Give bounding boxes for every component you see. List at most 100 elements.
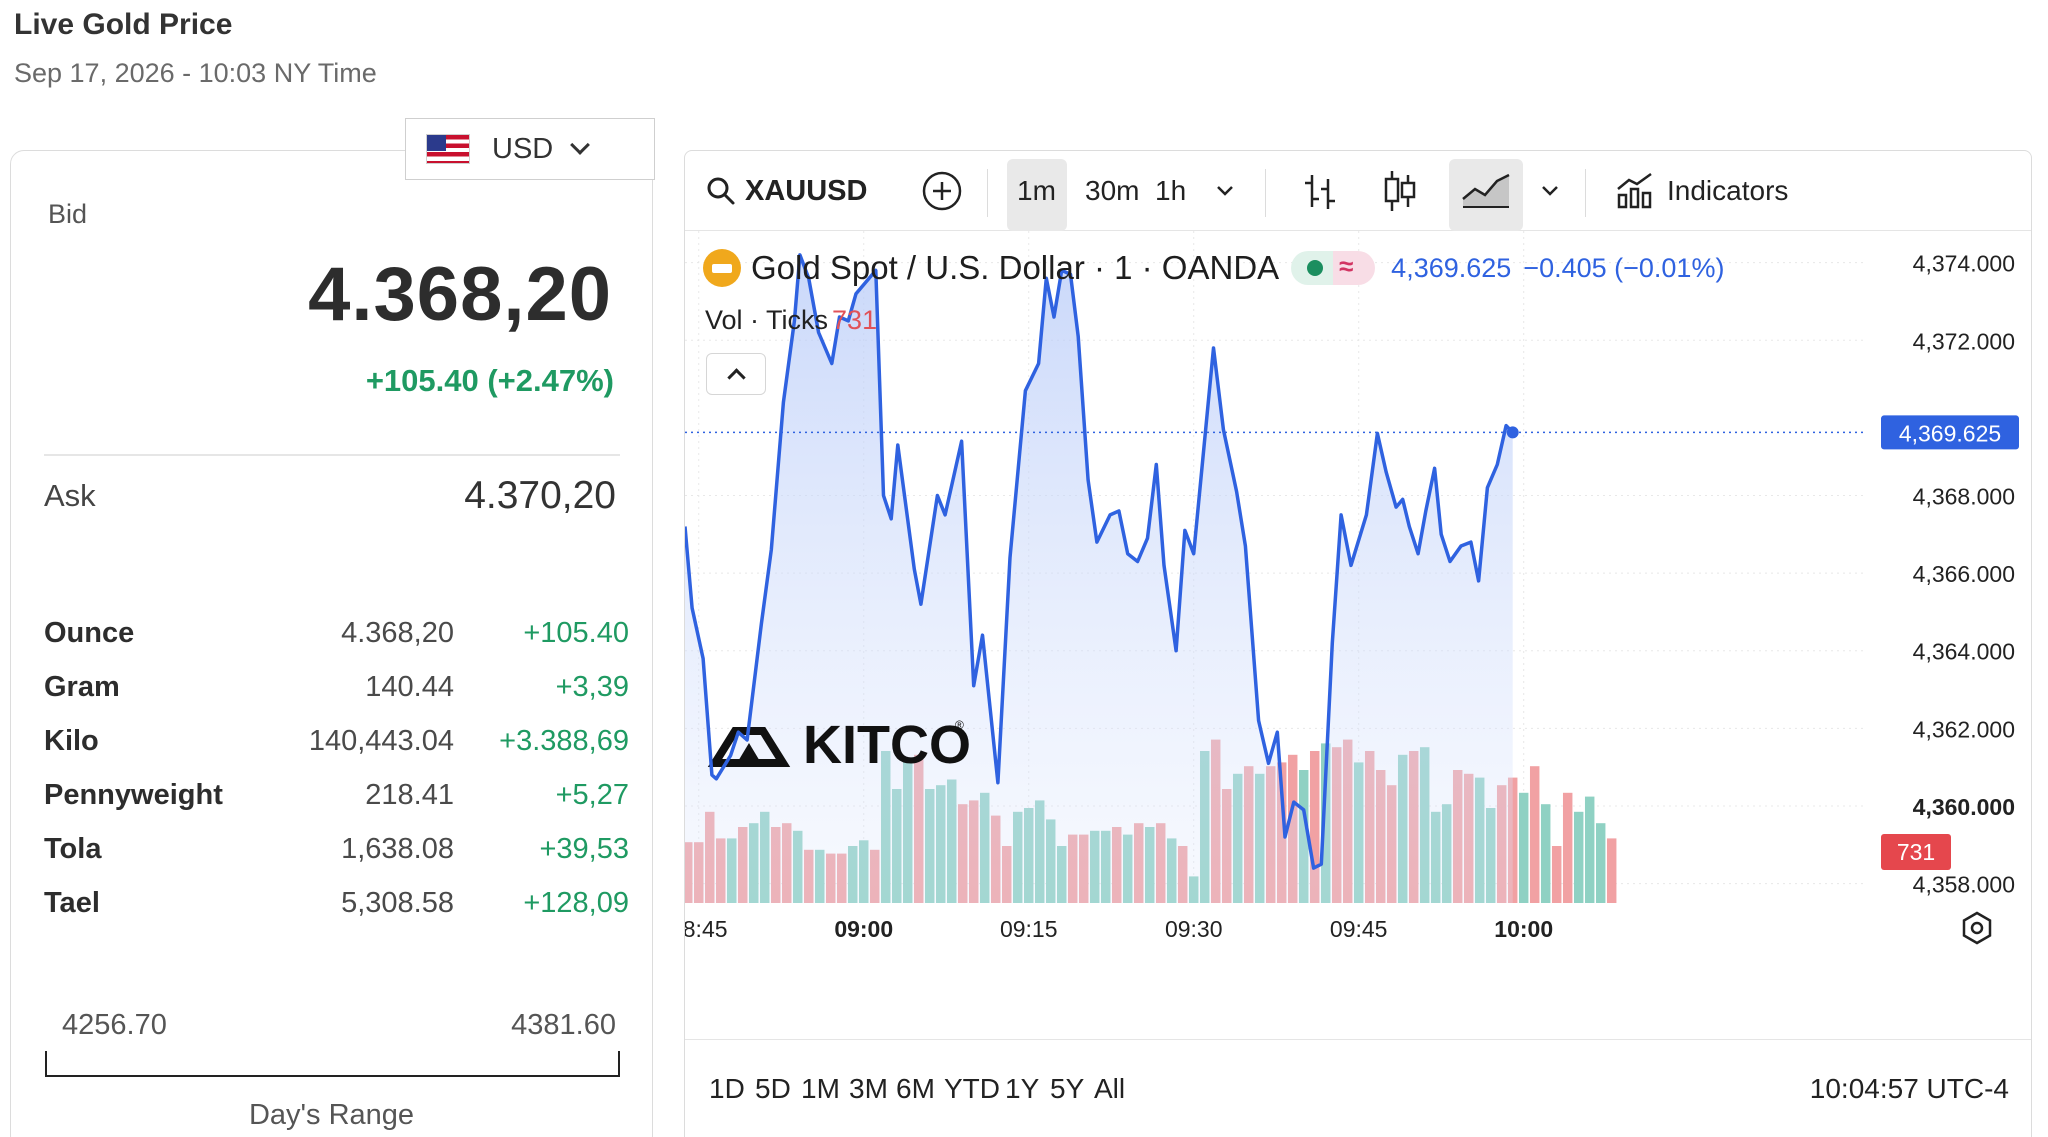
range-3m[interactable]: 3M	[849, 1073, 888, 1104]
volume-bar	[1507, 777, 1518, 903]
unit-change: +3,39	[555, 670, 629, 703]
range-all[interactable]: All	[1094, 1073, 1126, 1104]
volume-badge-label: 731	[1897, 839, 1935, 865]
day-range-bar	[45, 1051, 620, 1077]
ask-label: Ask	[44, 478, 96, 513]
symbol-search[interactable]: XAUUSD	[705, 151, 867, 231]
unit-name: Tael	[44, 886, 100, 919]
time-axis-label: 09:15	[1000, 916, 1058, 942]
chart-style-dropdown[interactable]	[1540, 151, 1560, 231]
kitco-watermark: KITCO ®	[707, 715, 971, 775]
active-interval-highlight	[1007, 159, 1067, 231]
legend-price: 4,369.625	[1391, 252, 1512, 283]
gold-coin-icon	[703, 249, 741, 287]
volume-bar	[1518, 792, 1529, 903]
bid-price: 4.368,20	[308, 252, 612, 337]
search-icon	[707, 177, 735, 205]
range-1m[interactable]: 1M	[801, 1073, 840, 1104]
area-chart-style-button[interactable]	[1461, 151, 1511, 231]
time-axis-label: 09:00	[834, 916, 893, 942]
volume-bar	[1309, 751, 1320, 903]
volume-bar	[1529, 766, 1540, 903]
symbol-label: XAUUSD	[745, 174, 868, 207]
indicators-label: Indicators	[1667, 175, 1789, 206]
volume-bar	[1595, 823, 1606, 903]
chevron-down-icon	[1542, 186, 1558, 196]
table-row: Tola 1,638.08 +39,53	[44, 822, 629, 876]
price-axis-label: 4,358.000	[1913, 872, 2015, 898]
range-5d[interactable]: 5D	[755, 1073, 791, 1104]
settings-button[interactable]	[1962, 911, 1992, 945]
range-ytd[interactable]: YTD	[944, 1073, 1000, 1104]
time-axis-label: 10:00	[1494, 916, 1553, 942]
chevron-up-icon	[726, 367, 746, 387]
bar-chart-style-button[interactable]	[1302, 151, 1338, 231]
volume-badge	[1881, 834, 1951, 870]
compare-button[interactable]	[921, 151, 963, 231]
unit-change: +5,27	[555, 778, 629, 811]
indicators-icon	[1617, 172, 1652, 209]
volume-bar	[1551, 846, 1562, 903]
unit-name: Ounce	[44, 616, 135, 649]
range-6m[interactable]: 6M	[896, 1073, 935, 1104]
chart-clock: 10:04:57 UTC-4	[1809, 1073, 2009, 1104]
unit-change: +105.40	[523, 616, 629, 649]
unit-price: 1,638.08	[341, 832, 454, 865]
table-row: Pennyweight 218.41 +5,27	[44, 768, 629, 822]
svg-text:®: ®	[955, 718, 964, 732]
live-dot-icon	[1307, 260, 1324, 276]
settings-icon	[1962, 911, 1992, 945]
last-price-badge	[1881, 415, 2019, 450]
wave-icon: ≈	[1339, 251, 1354, 281]
market-status-badge: ≈	[1291, 251, 1376, 285]
ask-price: 4.370,20	[464, 474, 616, 517]
collapse-legend-button[interactable]	[706, 353, 766, 395]
volume-value: 731	[832, 305, 878, 335]
chart-legend: Gold Spot / U.S. Dollar · 1 · OANDA ≈ 4,…	[703, 247, 1724, 289]
watermark-text: KITCO	[803, 715, 971, 775]
interval-dropdown[interactable]	[1215, 151, 1235, 231]
price-axis-label: 4,362.000	[1913, 716, 2015, 742]
volume-legend: Vol · Ticks 731	[705, 305, 877, 336]
area-chart-icon	[1462, 173, 1510, 208]
instrument-title: Gold Spot / U.S. Dollar · 1 · OANDA	[751, 249, 1280, 286]
unit-price: 218.41	[365, 778, 454, 811]
price-axis: 4,374.000 4,372.000 4,368.000 4,366.000 4,36…	[1913, 251, 2015, 898]
unit-change: +39,53	[539, 832, 629, 865]
last-price-marker	[1506, 426, 1519, 439]
ohlc-bars-icon	[1305, 175, 1335, 209]
range-5y[interactable]: 5Y	[1050, 1073, 1085, 1104]
chart-toolbar: XAUUSD 1m 30m 1h	[685, 151, 2031, 231]
us-flag-icon	[426, 134, 470, 164]
currency-select[interactable]: USD	[405, 118, 655, 180]
time-axis: 08:45 09:00 09:15 09:30 09:45 10:00	[685, 916, 1553, 942]
unit-name: Kilo	[44, 724, 99, 757]
chevron-down-icon	[1217, 186, 1233, 196]
volume-bar	[1573, 811, 1584, 903]
volume-label: Vol · Ticks	[705, 305, 829, 335]
interval-1h[interactable]: 1h	[1155, 175, 1187, 206]
table-row: Ounce 4.368,20 +105.40	[44, 606, 629, 660]
price-chart[interactable]: KITCO ® 4,374.000 4,372.000 4,368.000 4,366…	[685, 231, 2032, 1039]
indicators-button[interactable]: Indicators	[1615, 151, 1788, 231]
bid-label: Bid	[48, 199, 88, 229]
range-1y[interactable]: 1Y	[1005, 1073, 1040, 1104]
volume-bar	[1562, 792, 1573, 903]
unit-name: Tola	[44, 832, 102, 865]
unit-name: Pennyweight	[44, 778, 223, 811]
time-axis-label: 09:30	[1165, 916, 1223, 942]
day-range-low: 4256.70	[62, 1009, 167, 1041]
page-subtitle: Sep 17, 2026 - 10:03 NY Time	[14, 58, 377, 88]
interval-30m[interactable]: 30m	[1085, 175, 1140, 206]
range-1d[interactable]: 1D	[709, 1073, 745, 1104]
price-line	[685, 253, 1514, 870]
volume-bar	[1606, 838, 1617, 903]
price-area	[685, 254, 1513, 903]
price-axis-label: 4,364.000	[1913, 639, 2015, 665]
candle-chart-style-button[interactable]	[1382, 151, 1418, 231]
unit-price: 140,443.04	[308, 724, 454, 757]
interval-1m[interactable]: 1m	[1017, 175, 1056, 206]
last-price-badge-label: 4,369.625	[1899, 420, 2001, 446]
toolbar-divider	[1585, 169, 1586, 217]
price-axis-label: 4,368.000	[1913, 484, 2015, 510]
